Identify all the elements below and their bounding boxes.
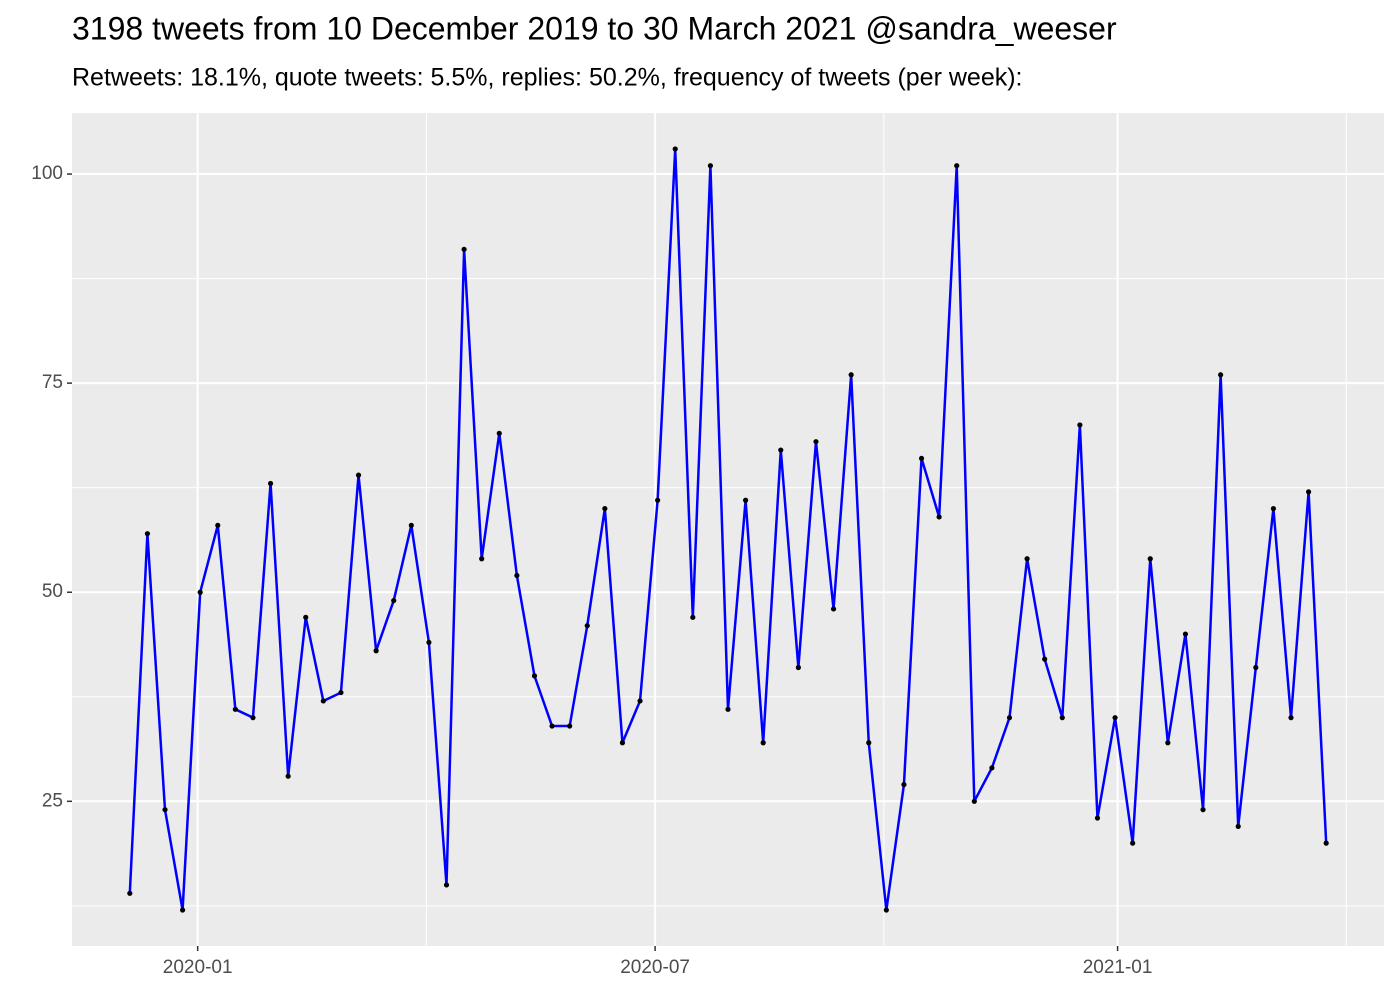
point [1112,715,1118,721]
point [725,706,731,712]
point [320,698,326,704]
x-tick-label: 2020-01 [163,957,233,978]
point [391,597,397,604]
point [1235,823,1241,830]
point [936,514,942,520]
chart-subtitle: Retweets: 18.1%, quote tweets: 5.5%, rep… [72,64,1023,92]
point [531,673,538,679]
point [830,606,837,612]
point [461,246,467,252]
point [303,614,309,620]
point [1305,489,1312,495]
point [655,497,661,503]
point [443,882,450,888]
x-tick-label: 2021-01 [1083,957,1153,978]
point [1024,556,1030,562]
point [989,765,995,771]
point [1059,715,1065,721]
point [197,589,203,595]
point [584,623,590,629]
point [338,689,344,696]
point [848,372,854,378]
point [760,740,766,746]
point [162,807,168,813]
point [479,556,485,562]
point [1094,815,1101,821]
point [267,480,274,487]
y-tick-label: 25 [42,790,63,811]
point [179,907,186,913]
point [918,455,925,462]
y-tick-label: 50 [42,581,63,602]
y-tick-label: 75 [42,372,63,393]
point [901,781,907,788]
point [778,447,784,453]
point [672,146,678,152]
chart-title: 3198 tweets from 10 December 2019 to 30 … [72,10,1117,46]
point [567,723,573,729]
point [690,614,696,620]
point [496,430,502,436]
point [1288,715,1294,721]
point [1218,372,1224,378]
point [1147,556,1153,562]
point [355,472,362,478]
x-tick-label: 2020-07 [620,957,690,978]
point [1165,740,1171,746]
point [426,639,432,646]
point [127,890,133,896]
point [250,715,256,721]
point [1130,840,1136,846]
point [602,505,608,512]
point [285,773,291,779]
point [883,907,889,913]
point [813,439,819,445]
point [707,163,714,169]
point [971,798,977,804]
point [954,163,960,169]
point [514,572,520,579]
point [373,648,379,654]
y-tick-label: 100 [31,163,63,184]
point [795,664,801,671]
point [619,740,626,746]
point [866,740,872,746]
point [215,522,221,528]
point [1253,664,1259,671]
point [1270,505,1277,512]
point [144,531,151,537]
point [1182,631,1189,637]
point [408,522,414,528]
point [232,706,238,712]
plot-background [72,113,1384,946]
point [1077,422,1083,428]
point [1323,840,1329,846]
point [1006,715,1013,721]
point [549,723,555,729]
point [1200,807,1206,813]
point [1042,656,1048,662]
point [637,698,643,704]
point [742,497,749,503]
